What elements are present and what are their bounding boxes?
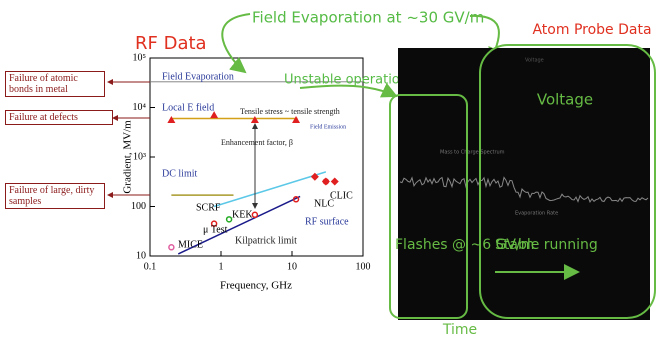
y-label: Gradient, MV/m xyxy=(122,120,134,194)
x-tick-label: 10 xyxy=(287,261,297,272)
line-label: Local E field xyxy=(162,102,214,113)
annotation: Enhancement factor, β xyxy=(221,138,293,147)
y-tick-label: 100 xyxy=(131,201,146,212)
annotation: Field Emission xyxy=(310,124,346,130)
line xyxy=(214,172,326,207)
slide: RF Data Frequency, GHz Gradient, MV/m 0.… xyxy=(0,0,665,340)
arrow xyxy=(222,14,250,72)
line-label: DC limit xyxy=(162,168,198,179)
note: Field Evaporation at ~30 GV/m xyxy=(252,9,484,27)
line-label: Field Evaporation xyxy=(162,71,234,82)
x-tick-label: 100 xyxy=(356,261,371,272)
screen-label: Evaporation Rate xyxy=(515,211,558,217)
point xyxy=(169,245,174,250)
screen-label: Mass to Charge Spectrum xyxy=(440,150,505,156)
point-label: CLIC xyxy=(330,190,353,201)
marker xyxy=(167,116,175,123)
panel-title: Atom Probe Data xyxy=(532,22,651,38)
point-label: KEK xyxy=(232,209,253,220)
line-label: Kilpatrick limit xyxy=(235,235,297,246)
screen-label: Voltage xyxy=(525,58,544,64)
note-box: Failure of atomic bonds in metal xyxy=(5,71,105,97)
callout: Voltage xyxy=(537,91,593,109)
y-tick-label: 10 xyxy=(136,250,146,261)
marker xyxy=(251,116,259,123)
x-label: Frequency, GHz xyxy=(220,280,292,292)
point xyxy=(294,197,299,202)
canvas: RF Data Frequency, GHz Gradient, MV/m 0.… xyxy=(0,0,665,340)
y-tick-label: 10⁵ xyxy=(133,52,147,63)
note-box: Failure of large, dirty samples xyxy=(5,183,105,209)
y-tick-label: 10³ xyxy=(133,151,146,162)
y-tick-label: 10⁴ xyxy=(133,102,147,113)
marker xyxy=(292,116,300,123)
x-tick-label: 1 xyxy=(219,261,224,272)
point-label: MICE xyxy=(178,239,203,250)
point xyxy=(227,217,232,222)
annotation: RF surface xyxy=(305,216,349,227)
x-tick-label: 0.1 xyxy=(144,261,157,272)
annotation: Tensile stress ~ tensile strength xyxy=(240,107,340,116)
callout: Stable running xyxy=(495,237,598,253)
screenshot xyxy=(398,48,650,320)
point-label: μ Test xyxy=(203,224,228,235)
point-label: SCRF xyxy=(196,202,221,213)
marker xyxy=(331,177,339,185)
note-box: Failure at defects xyxy=(5,110,113,125)
callout: Time xyxy=(442,322,477,338)
point xyxy=(252,212,257,217)
chart-title: RF Data xyxy=(135,33,207,54)
